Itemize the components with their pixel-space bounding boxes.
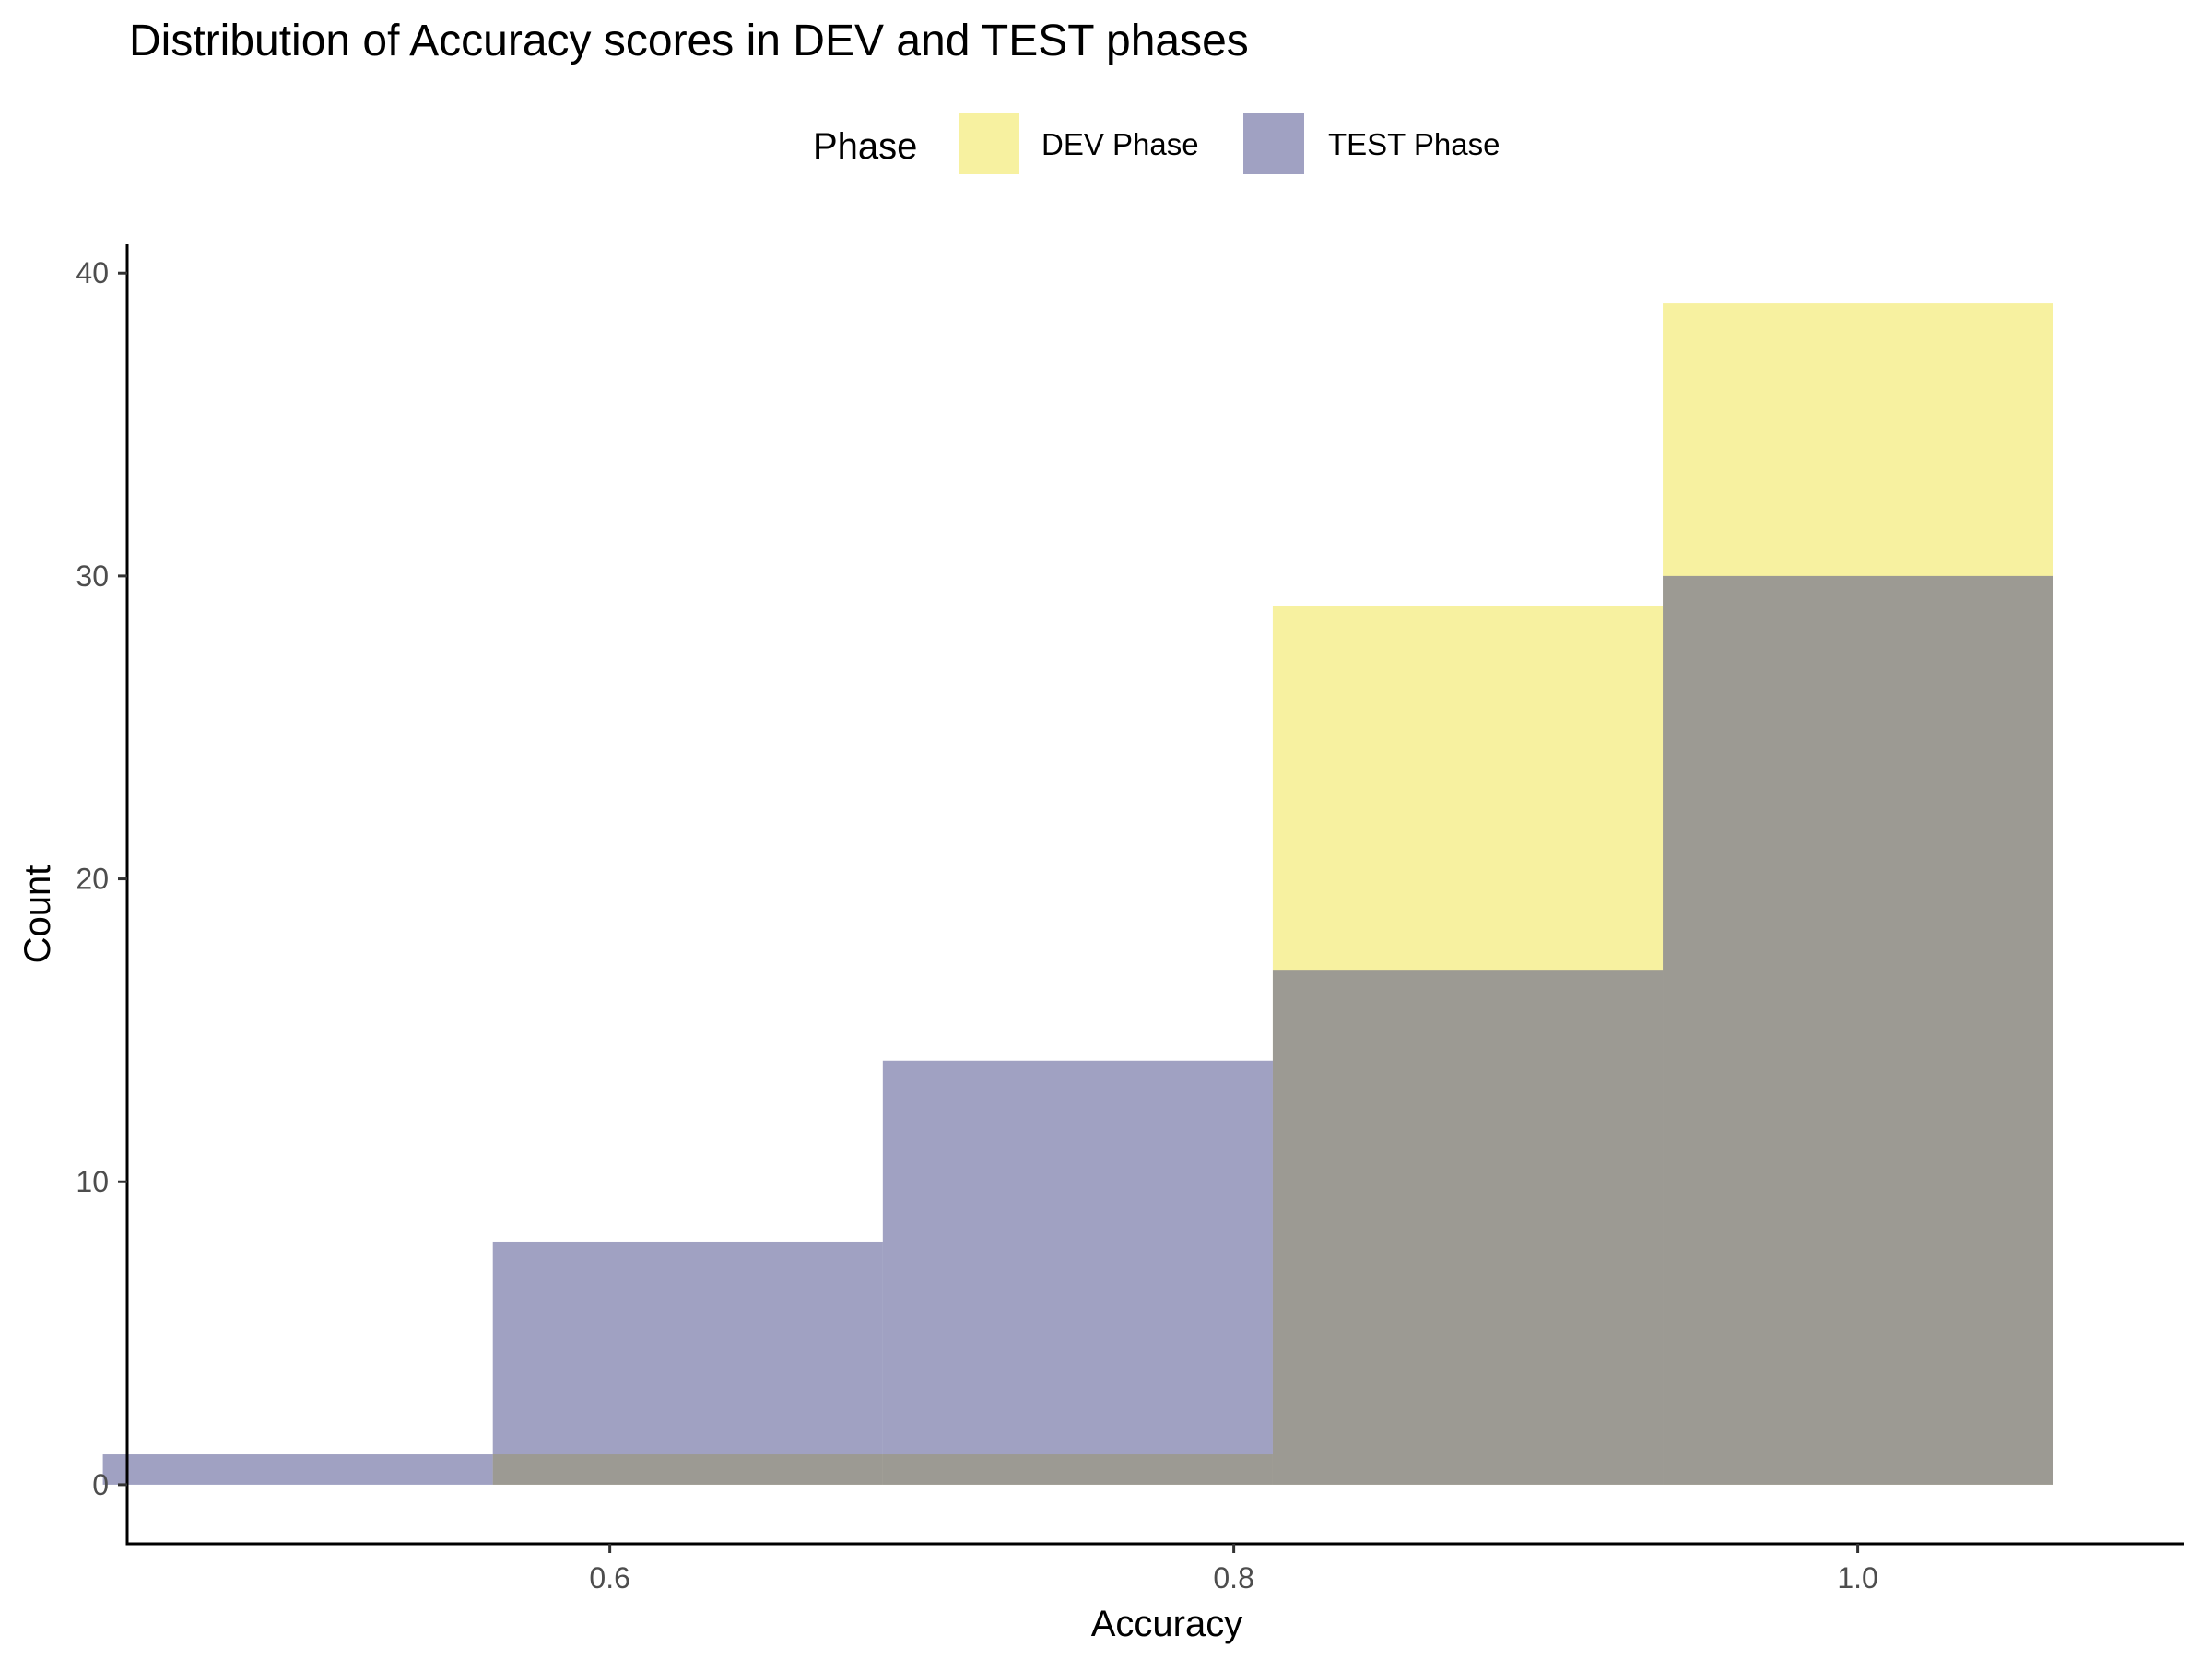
bar-test-phase-2 [882, 1060, 1273, 1485]
chart-title: Distribution of Accuracy scores in DEV a… [129, 17, 1249, 65]
y-tick-label: 40 [76, 256, 109, 289]
legend-label-test-phase: TEST Phase [1328, 127, 1500, 161]
x-axis-title: Accuracy [1091, 1604, 1243, 1644]
x-tick-label: 0.6 [589, 1561, 629, 1594]
axis-lines [125, 244, 2184, 1546]
legend-key-test-phase [1243, 113, 1304, 174]
legend-label-dev-phase: DEV Phase [1041, 127, 1199, 161]
y-tick-label: 10 [76, 1165, 109, 1198]
y-tick-label: 0 [92, 1468, 109, 1501]
axes: 0.6 0.8 1.0 0 10 20 30 40 [76, 244, 2184, 1594]
histogram-bars [102, 303, 2053, 1485]
legend-title: Phase [813, 126, 917, 167]
bar-test-phase-0 [102, 1454, 493, 1485]
legend: Phase DEV Phase TEST Phase [813, 113, 1500, 174]
bar-test-phase-4 [1663, 575, 2053, 1485]
y-axis-title: Count [18, 865, 58, 964]
y-tick-label: 20 [76, 863, 109, 896]
x-tick-label: 1.0 [1837, 1561, 1877, 1594]
x-tick-label: 0.8 [1213, 1561, 1253, 1594]
legend-key-dev-phase [959, 113, 1019, 174]
y-tick-label: 30 [76, 559, 109, 593]
bar-test-phase-3 [1272, 970, 1664, 1485]
bar-test-phase-1 [492, 1241, 883, 1485]
